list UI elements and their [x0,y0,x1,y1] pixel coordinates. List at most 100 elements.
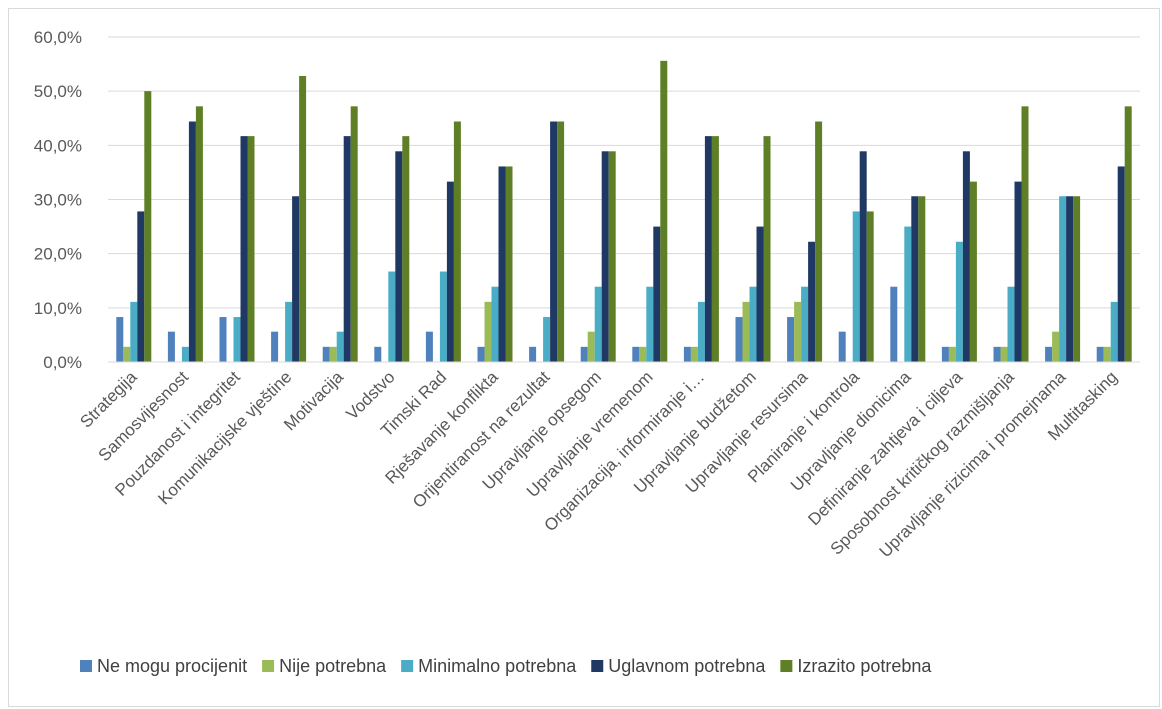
bar [787,317,795,362]
bar [388,271,396,362]
bar [1103,346,1111,362]
bar [580,346,588,362]
legend-swatch [401,660,414,672]
y-tick-label: 50,0% [34,82,82,101]
bar [859,151,867,362]
bar [911,196,919,362]
bar [601,151,609,362]
bar [219,317,227,362]
bar [137,211,145,362]
bar [683,346,691,362]
bar [453,121,461,362]
legend-swatch [80,660,92,672]
bar [608,151,616,362]
bar [1117,166,1125,362]
bar [660,60,668,362]
bar [557,121,565,362]
bar [195,106,203,362]
y-tick-label: 60,0% [34,28,82,47]
bar [756,226,764,362]
bar [653,226,661,362]
bar [941,346,949,362]
bar [123,346,131,362]
y-tick-label: 20,0% [34,245,82,264]
legend-label: Nije potrebna [279,656,387,676]
bars [116,60,1132,363]
bar [1066,196,1074,362]
bar [1052,331,1060,362]
bar [529,346,537,362]
bar [735,317,743,362]
bar [144,91,152,363]
bar [240,136,248,362]
y-tick-label: 30,0% [34,191,82,210]
bar [962,151,970,362]
bar [271,331,279,362]
bar [322,346,330,362]
bar [1073,196,1081,362]
bar [343,136,351,362]
legend: Ne mogu procijenit Nije potrebna Minimalno… [80,656,932,676]
bar [329,346,337,362]
bar [794,301,802,362]
bar [742,301,750,362]
bar [646,286,654,362]
bar [1045,346,1053,362]
bar [484,301,492,362]
gridlines [108,36,1140,309]
bar [639,346,647,362]
bar [477,346,485,362]
bar [587,331,595,362]
bar [852,211,860,362]
bar [425,331,433,362]
bar [292,196,300,362]
bar [1021,106,1029,362]
bar [188,121,196,362]
legend-swatch [262,660,275,672]
bar [749,286,757,362]
y-tick-label: 40,0% [34,136,82,155]
bar [955,241,963,362]
y-axis-ticks: 0,0% 10,0% 20,0% 30,0% 40,0% 50,0% 60,0% [34,28,82,372]
bar [550,121,558,362]
bar [763,136,771,362]
bar [594,286,602,362]
bar [632,346,640,362]
y-tick-label: 10,0% [34,299,82,318]
bar [1124,106,1132,362]
bar [838,331,846,362]
legend-label: Izrazito potrebna [797,656,932,676]
bar [697,301,705,362]
bar [402,136,410,362]
bar [993,346,1001,362]
bar [815,121,823,362]
category-label: Samosvijesnost [95,367,193,465]
bar [247,136,255,362]
bar [1007,286,1015,362]
category-label: Sposobnost kritičkog razmišljanja [827,367,1019,559]
bar [130,301,138,362]
bar [1059,196,1067,362]
bar [948,346,956,362]
legend-swatch [780,660,793,672]
bar [801,286,809,362]
bar [1110,301,1118,362]
bar [1096,346,1104,362]
legend-label: Uglavnom potrebna [608,656,766,676]
bar [711,136,719,362]
bar [395,151,403,362]
bar [890,286,898,362]
bar [690,346,698,362]
bar [498,166,506,362]
bar [233,317,241,362]
bar [969,181,977,362]
bar [181,346,189,362]
bar [505,166,513,362]
legend-label: Minimalno potrebna [418,656,577,676]
legend-label: Ne mogu procijenit [97,656,247,676]
bar [439,271,447,362]
bar [167,331,175,362]
bar [918,196,926,362]
bar [116,317,124,362]
